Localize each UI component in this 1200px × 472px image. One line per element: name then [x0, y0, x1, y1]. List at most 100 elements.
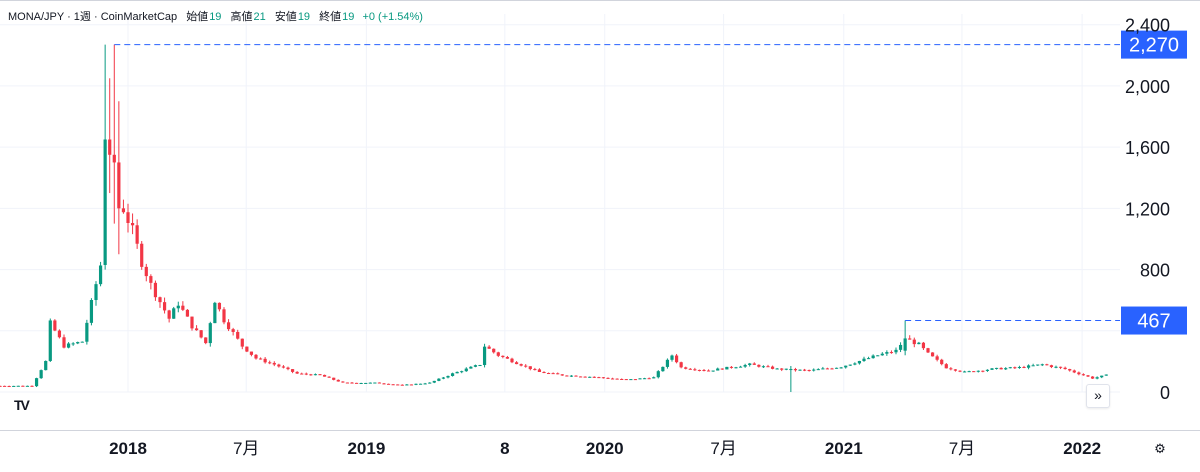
- candle-body: [304, 373, 308, 375]
- candle-body: [981, 370, 985, 372]
- candle-body: [153, 282, 158, 298]
- candle-body: [985, 369, 990, 371]
- candle-body: [0, 385, 2, 387]
- price-markers-layer: 2,270 467: [114, 30, 1187, 335]
- candle-body: [409, 384, 414, 386]
- candle-body: [533, 369, 537, 371]
- candle-body: [295, 371, 299, 374]
- x-tick-label: 2021: [825, 439, 863, 458]
- candle-body: [194, 328, 199, 331]
- x-tick-label: 2022: [1063, 439, 1101, 458]
- candle-body: [757, 364, 761, 367]
- candle-body: [130, 222, 135, 226]
- candle-body: [972, 371, 976, 373]
- candle-body: [327, 376, 331, 378]
- candle-body: [624, 379, 628, 381]
- candle-body: [21, 385, 25, 387]
- candle-body: [642, 378, 647, 380]
- candle-body: [1017, 366, 1022, 368]
- x-tick-label: 2019: [347, 439, 385, 458]
- candle-body: [446, 375, 450, 378]
- candle-body: [551, 373, 555, 375]
- candle-body: [770, 366, 775, 369]
- candle-body: [382, 383, 386, 385]
- scroll-to-realtime-button[interactable]: »: [1086, 384, 1110, 408]
- candle-body: [1063, 367, 1067, 370]
- candle-body: [866, 358, 871, 360]
- candle-body: [816, 369, 820, 371]
- candle-body: [606, 377, 610, 379]
- candle-body: [108, 139, 112, 155]
- candle-body: [921, 342, 926, 349]
- legend-open-label: 始値: [186, 11, 209, 23]
- candle-body: [286, 367, 290, 370]
- candle-body: [482, 346, 487, 366]
- legend-symbol[interactable]: MONA/JPY · 1週 · CoinMarketCap: [8, 11, 178, 23]
- candle-body: [258, 358, 263, 360]
- candle-body: [766, 366, 770, 368]
- price-marker-label: 2,270: [1129, 35, 1179, 57]
- candle-body: [711, 370, 715, 372]
- candle-body: [560, 374, 564, 376]
- candle-body: [1086, 375, 1090, 377]
- candle-body: [697, 369, 702, 371]
- candle-body: [880, 353, 884, 356]
- candle-body: [1100, 375, 1104, 378]
- candle-body: [226, 322, 231, 330]
- candle-body: [775, 368, 779, 370]
- candle-body: [684, 367, 688, 369]
- candle-body: [729, 366, 734, 368]
- candle-body: [290, 369, 295, 372]
- candle-body: [1068, 369, 1072, 371]
- candle-body: [400, 384, 404, 386]
- y-tick-label: 0: [1160, 383, 1170, 403]
- candle-body: [725, 366, 729, 370]
- y-tick-label: 2,400: [1125, 16, 1170, 36]
- candle-body: [268, 362, 272, 364]
- candle-body: [437, 378, 441, 381]
- y-tick-label: 2,000: [1125, 77, 1170, 97]
- candle-body: [167, 310, 171, 319]
- candle-body: [1077, 372, 1081, 375]
- candle-body: [962, 371, 967, 373]
- candle-body: [176, 305, 180, 309]
- candle-body: [720, 368, 724, 370]
- candle-body: [688, 368, 692, 370]
- price-marker-label: 467: [1137, 311, 1170, 333]
- y-tick-label: 800: [1140, 261, 1170, 281]
- candle-body: [1095, 377, 1099, 379]
- candle-body: [12, 385, 16, 387]
- candle-body: [638, 378, 642, 380]
- settings-gear-icon[interactable]: ⚙: [1154, 441, 1166, 456]
- candle-body: [135, 225, 139, 244]
- candle-body: [738, 366, 743, 368]
- candle-body: [62, 337, 66, 348]
- candle-body: [487, 346, 491, 349]
- price-marker-badge: [1121, 306, 1187, 335]
- candle-body: [208, 323, 212, 344]
- candle-body: [121, 208, 126, 213]
- tradingview-logo-icon[interactable]: TV: [14, 397, 30, 413]
- candle-body: [162, 302, 167, 311]
- candle-body: [172, 308, 176, 319]
- candle-body: [318, 374, 322, 376]
- candle-body: [281, 366, 286, 368]
- candle-body: [222, 309, 226, 323]
- candle-body: [359, 383, 363, 385]
- candle-body: [272, 362, 276, 365]
- candle-body: [556, 373, 560, 375]
- candle-body: [597, 377, 601, 379]
- candle-body: [958, 370, 962, 372]
- candle-body: [834, 367, 839, 369]
- candle-body: [7, 386, 11, 388]
- legend-close-label: 終値: [319, 11, 342, 23]
- candle-body: [98, 265, 103, 285]
- x-tick-label: 2018: [109, 439, 147, 458]
- candle-body: [665, 359, 670, 367]
- candle-body: [976, 370, 980, 372]
- candle-body: [71, 343, 75, 345]
- candle-body: [569, 375, 574, 377]
- candle-body: [144, 266, 148, 277]
- candle-body: [944, 364, 948, 369]
